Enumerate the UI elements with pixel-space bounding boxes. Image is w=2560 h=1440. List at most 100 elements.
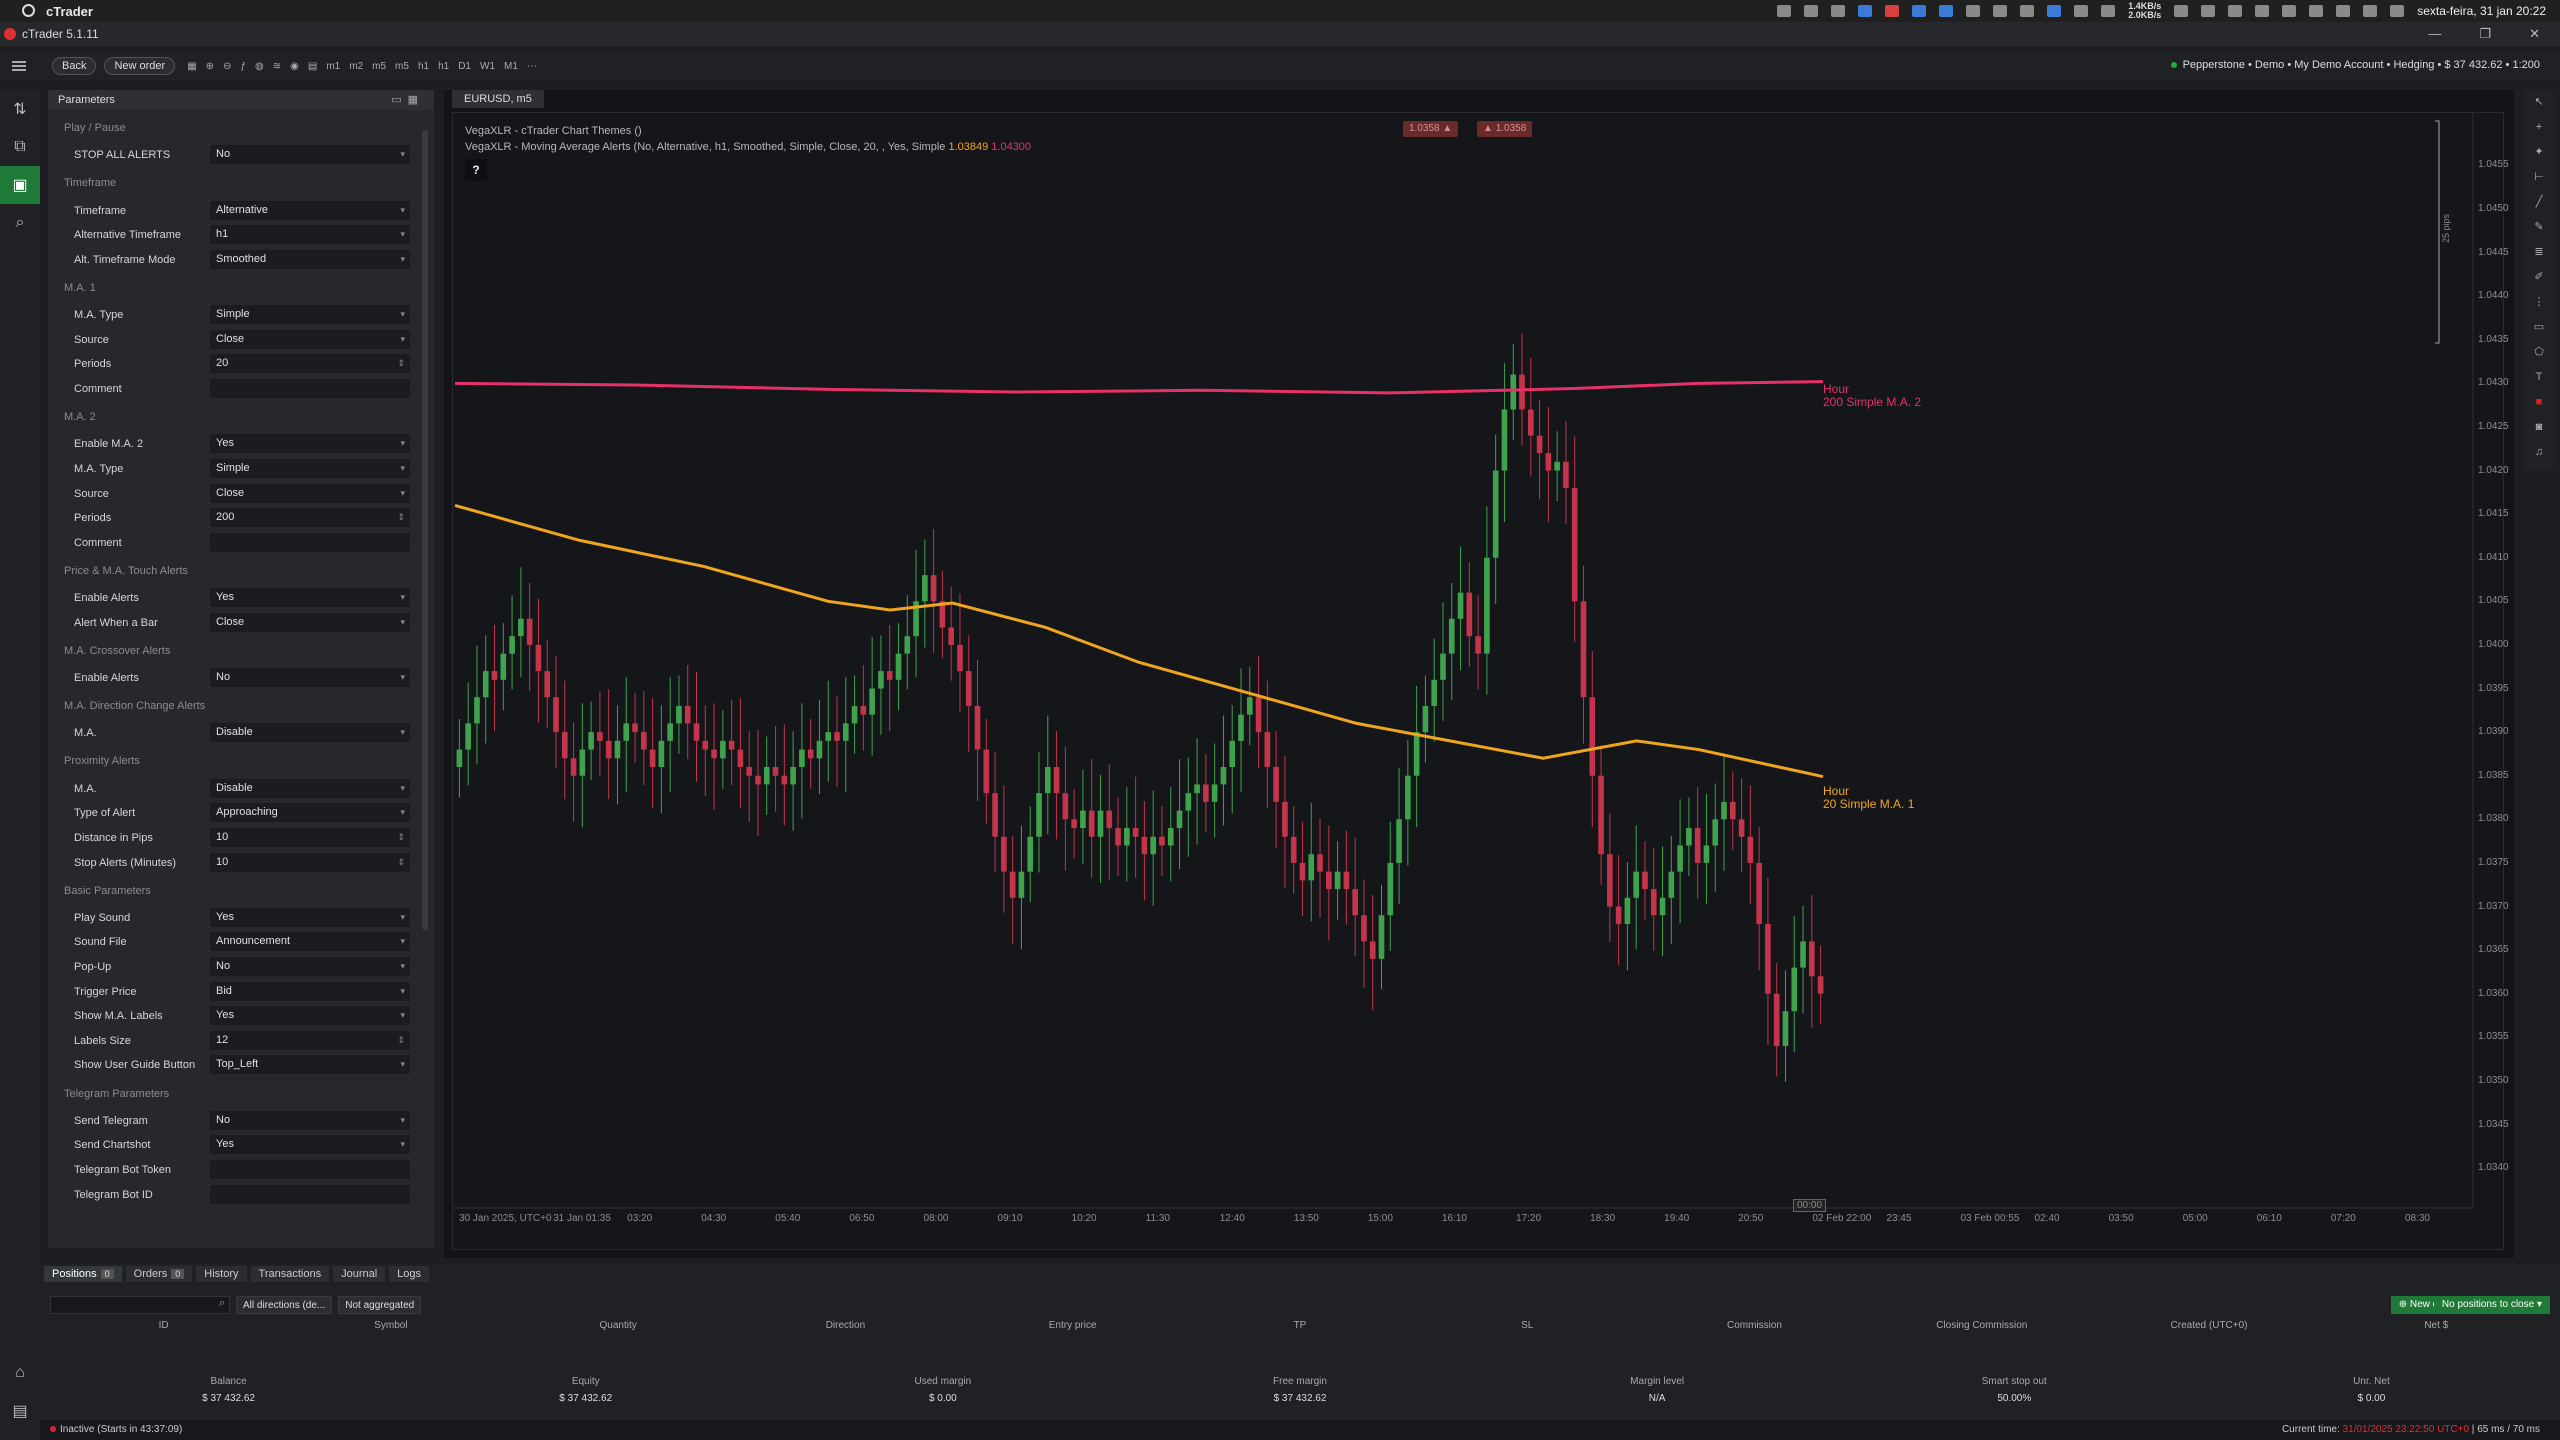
trendline-icon[interactable]: ╱ (2535, 196, 2543, 208)
fast-forward-icon[interactable] (1831, 5, 1846, 17)
param-number-input[interactable]: 10 (210, 827, 410, 847)
layers-icon[interactable]: ≋ (272, 60, 282, 72)
tray-app-icon[interactable] (1885, 5, 1900, 17)
volume-icon[interactable] (2101, 5, 2116, 17)
param-number-input[interactable]: 10 (210, 852, 410, 872)
param-text-input[interactable] (210, 1160, 410, 1180)
text-icon[interactable]: T (2535, 371, 2543, 383)
param-dropdown[interactable]: Yes (210, 434, 410, 454)
column-header[interactable]: Entry price (1048, 1320, 1097, 1331)
monitor-icon[interactable] (2174, 5, 2189, 17)
param-dropdown[interactable]: Bid (210, 981, 410, 1001)
param-dropdown[interactable]: Yes (210, 588, 410, 608)
sell-price-box[interactable]: 1.0358 ▲ (1403, 121, 1459, 137)
objects-icon[interactable]: ◍ (255, 60, 264, 72)
tab-history[interactable]: History (196, 1266, 247, 1282)
column-header[interactable]: Net $ (2424, 1320, 2449, 1331)
algo-icon[interactable]: ▣ (0, 166, 40, 204)
shape-icon[interactable]: ⬠ (2534, 346, 2544, 358)
hamburger-menu-icon[interactable] (12, 61, 26, 71)
positions-search-input[interactable] (50, 1296, 230, 1314)
bluetooth-icon[interactable] (2047, 5, 2062, 17)
timeframe-button[interactable]: W1 (480, 60, 495, 72)
panel-controls-icon[interactable]: ▭▦ (391, 94, 424, 106)
column-header[interactable]: Closing Commission (1936, 1320, 2028, 1331)
alert-bell-icon[interactable]: ♫ (2534, 446, 2544, 458)
comment-icon[interactable]: ▭ (2533, 321, 2545, 333)
tray-cloud-icon[interactable] (1966, 5, 1981, 17)
timeframe-button[interactable]: h1 (438, 60, 450, 72)
param-dropdown[interactable]: Smoothed (210, 249, 410, 269)
brush-icon[interactable]: ✐ (2534, 271, 2544, 283)
column-header[interactable]: TP (1293, 1320, 1307, 1331)
settings-icon[interactable] (2390, 5, 2405, 17)
eye-icon[interactable]: ◉ (290, 60, 299, 72)
fibonacci-icon[interactable]: ≣ (2534, 246, 2544, 258)
param-dropdown[interactable]: No (210, 668, 410, 688)
store-icon[interactable]: ⌂ (15, 1364, 25, 1381)
timeframe-button[interactable]: m2 (349, 60, 364, 72)
timeframe-button[interactable]: M1 (504, 60, 518, 72)
measure-icon[interactable]: ⋮ (2533, 296, 2545, 308)
param-text-input[interactable] (210, 532, 410, 552)
tray-app-icon[interactable] (1858, 5, 1873, 17)
crosshair-icon[interactable]: + (2535, 121, 2543, 133)
media-icon[interactable] (2255, 5, 2270, 17)
chart-tab[interactable]: EURUSD, m5 (452, 90, 544, 108)
param-dropdown[interactable]: No (210, 1110, 410, 1130)
template-icon[interactable]: ▤ (307, 60, 318, 72)
bluetooth-icon[interactable] (2228, 5, 2243, 17)
settings-icon[interactable]: ⚙ (0, 1430, 40, 1440)
close-icon[interactable]: ✕ (2529, 26, 2540, 41)
tab-positions[interactable]: Positions 0 (44, 1266, 122, 1282)
param-dropdown[interactable]: Yes (210, 907, 410, 927)
timeframe-button[interactable]: h1 (417, 60, 430, 72)
direction-filter-select[interactable]: All directions (de... (236, 1296, 333, 1314)
tray-app-icon[interactable] (1939, 5, 1954, 17)
param-dropdown[interactable]: Disable (210, 778, 410, 798)
aggregation-select[interactable]: Not aggregated (338, 1296, 422, 1314)
parameters-scrollbar[interactable] (422, 130, 428, 930)
column-header[interactable]: ID (158, 1320, 169, 1331)
param-dropdown[interactable]: Yes (210, 1135, 410, 1155)
user-guide-button[interactable]: ? (465, 159, 487, 181)
window-icon[interactable]: ▤ (12, 1403, 28, 1420)
param-number-input[interactable]: 20 (210, 354, 410, 374)
close-positions-button[interactable]: No positions to close ▾ (2433, 1296, 2550, 1314)
gamepad-icon[interactable] (2282, 5, 2297, 17)
param-number-input[interactable]: 12 (210, 1030, 410, 1050)
param-dropdown[interactable]: Top_Left (210, 1055, 410, 1075)
new-order-button[interactable]: New order (104, 57, 176, 75)
mic-icon[interactable] (2201, 5, 2216, 17)
magnet-icon[interactable]: ✦ (2534, 146, 2544, 158)
play-pause-icon[interactable] (1804, 5, 1819, 17)
param-dropdown[interactable]: No (210, 145, 410, 165)
tray-app-icon[interactable] (2020, 5, 2035, 17)
tab-logs[interactable]: Logs (389, 1266, 430, 1282)
timeframe-button[interactable]: m5 (395, 60, 409, 72)
param-dropdown[interactable]: Yes (210, 1006, 410, 1026)
pencil-icon[interactable]: ✎ (2534, 221, 2544, 233)
param-dropdown[interactable]: Simple (210, 305, 410, 325)
param-dropdown[interactable]: Announcement (210, 932, 410, 952)
param-text-input[interactable] (210, 1184, 410, 1204)
chart-type-icon[interactable]: ▦ (187, 60, 197, 72)
search-icon[interactable] (2363, 5, 2378, 17)
buy-price-box[interactable]: ▲ 1.0358 (1477, 121, 1533, 137)
column-header[interactable]: Created (UTC+0) (2170, 1320, 2248, 1331)
cursor-icon[interactable]: ↖ (2534, 96, 2544, 108)
restore-icon[interactable]: ❐ (2479, 26, 2492, 41)
param-dropdown[interactable]: Simple (210, 458, 410, 478)
rewind-icon[interactable] (1777, 5, 1792, 17)
more-icon[interactable]: ⋯ (526, 60, 537, 72)
color-icon[interactable]: ■ (2535, 396, 2543, 408)
param-dropdown[interactable]: Disable (210, 723, 410, 743)
column-header[interactable]: Quantity (599, 1320, 637, 1331)
os-start-icon[interactable] (22, 4, 35, 17)
tray-app-icon[interactable] (1993, 5, 2008, 17)
horizontal-line-icon[interactable]: ⊢ (2534, 171, 2544, 183)
column-header[interactable]: SL (1521, 1320, 1534, 1331)
param-dropdown[interactable]: Close (210, 329, 410, 349)
minimize-icon[interactable]: — (2428, 26, 2442, 41)
param-dropdown[interactable]: Close (210, 483, 410, 503)
